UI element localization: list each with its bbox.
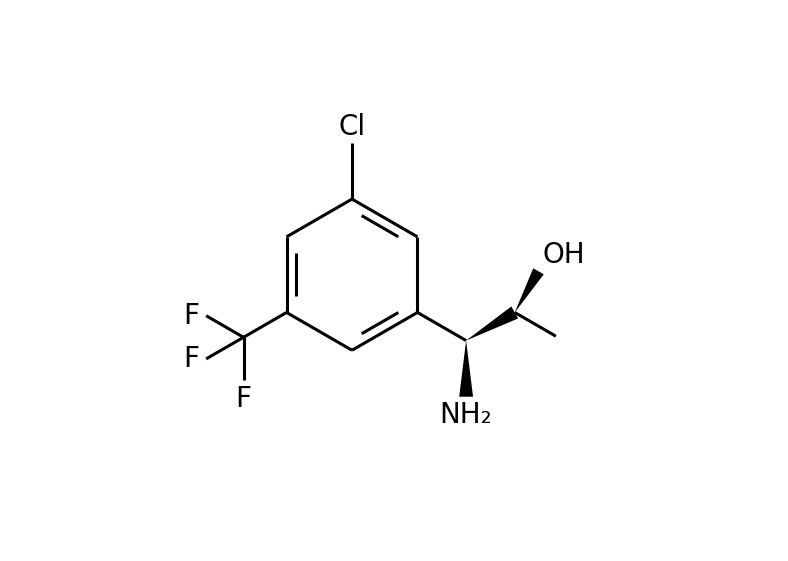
Text: F: F xyxy=(184,302,199,330)
Text: F: F xyxy=(236,385,251,413)
Polygon shape xyxy=(459,341,473,397)
Text: NH₂: NH₂ xyxy=(440,401,492,429)
Polygon shape xyxy=(515,268,544,312)
Text: F: F xyxy=(184,345,199,373)
Polygon shape xyxy=(466,306,519,341)
Text: OH: OH xyxy=(543,241,585,269)
Text: Cl: Cl xyxy=(339,113,366,141)
